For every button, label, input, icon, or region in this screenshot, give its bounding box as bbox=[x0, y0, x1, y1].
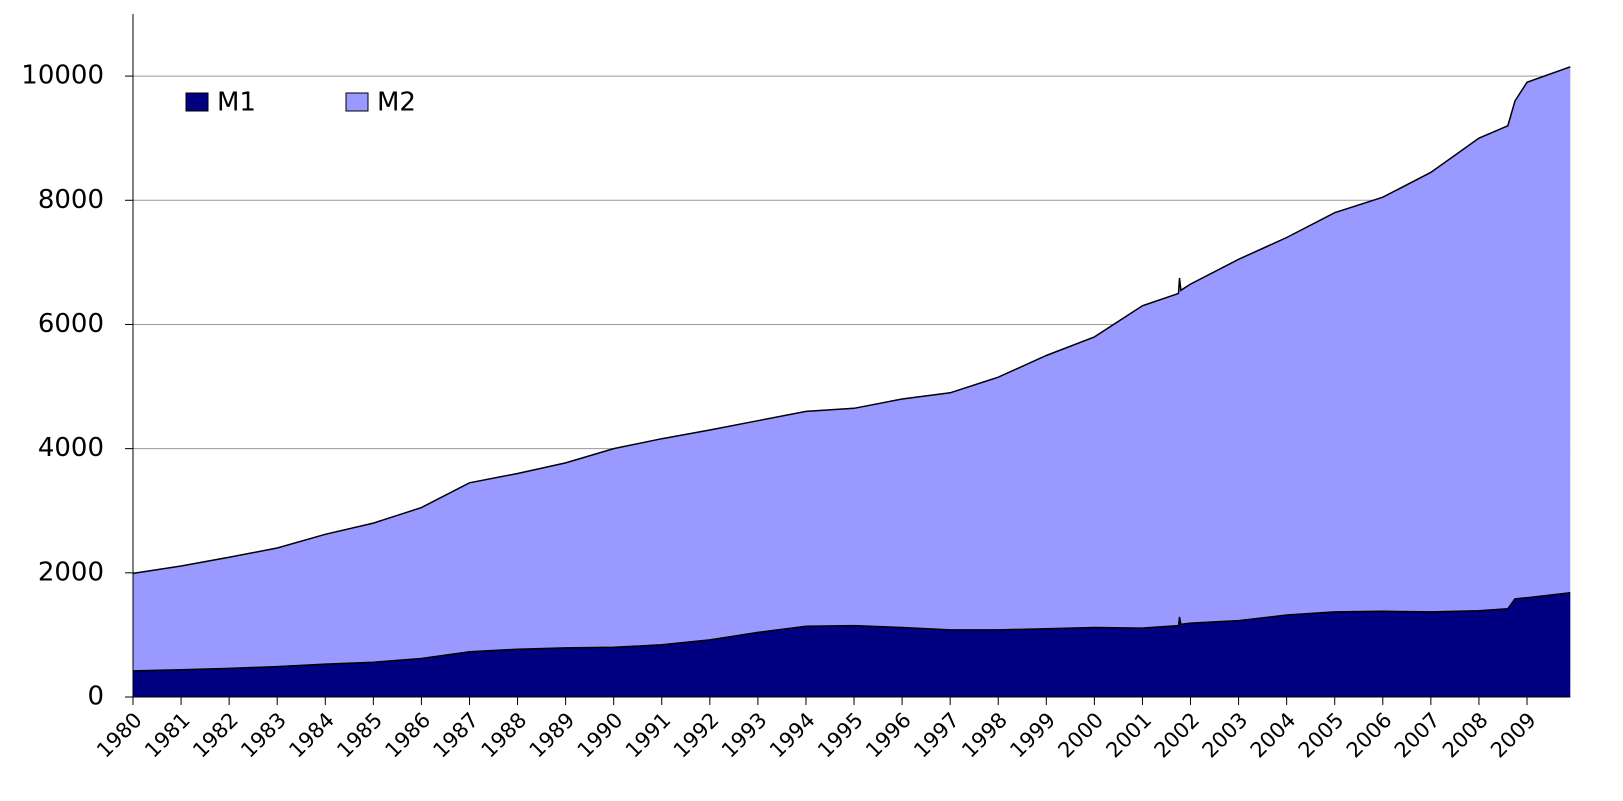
x-tick-label: 1991 bbox=[621, 708, 676, 763]
x-tick-label: 2006 bbox=[1342, 708, 1397, 763]
x-tick-label: 2009 bbox=[1486, 708, 1541, 763]
area-outline bbox=[132, 591, 1571, 672]
x-tick-label: 2003 bbox=[1198, 708, 1253, 763]
x-tick-label: 2000 bbox=[1053, 708, 1108, 763]
x-tick-label: 1995 bbox=[813, 708, 868, 763]
x-tick-label: 1992 bbox=[669, 708, 724, 763]
y-tick-label: 2000 bbox=[38, 557, 104, 587]
x-tick-label: 1996 bbox=[861, 708, 916, 763]
x-tick-label: 2001 bbox=[1101, 708, 1156, 763]
x-tick-label: 1983 bbox=[236, 708, 291, 763]
area bbox=[133, 66, 1571, 698]
x-tick-label: 1981 bbox=[140, 708, 195, 763]
y-tick-label: 4000 bbox=[38, 433, 104, 463]
x-tick-label: 1988 bbox=[477, 708, 532, 763]
legend-label: M2 bbox=[377, 88, 416, 118]
x-tick-label: 1994 bbox=[765, 708, 820, 763]
x-tick-label: 1993 bbox=[717, 708, 772, 763]
y-tick-label: 8000 bbox=[38, 185, 104, 215]
x-tick-label: 2008 bbox=[1438, 708, 1493, 763]
area-outline bbox=[132, 66, 1571, 575]
x-tick-label: 2007 bbox=[1390, 708, 1445, 763]
x-tick-label: 1998 bbox=[957, 708, 1012, 763]
y-tick-label: 6000 bbox=[38, 309, 104, 339]
x-tick-label: 1999 bbox=[1005, 708, 1060, 763]
legend-swatch bbox=[345, 92, 369, 112]
x-tick-label: 1980 bbox=[92, 708, 147, 763]
x-tick-label: 1987 bbox=[428, 708, 483, 763]
x-tick-label: 1984 bbox=[284, 708, 339, 763]
x-tick-label: 1986 bbox=[380, 708, 435, 763]
x-tick-label: 1997 bbox=[909, 708, 964, 763]
x-tick-label: 1990 bbox=[573, 708, 628, 763]
area bbox=[133, 592, 1571, 697]
x-tick-label: 2004 bbox=[1246, 708, 1301, 763]
x-tick-label: 1985 bbox=[332, 708, 387, 763]
x-tick-label: 2002 bbox=[1150, 708, 1205, 763]
x-tick-label: 2005 bbox=[1294, 708, 1349, 763]
legend-label: M1 bbox=[217, 88, 256, 118]
x-tick-label: 1989 bbox=[525, 708, 580, 763]
legend-swatch bbox=[185, 92, 209, 112]
y-tick-label: 0 bbox=[87, 682, 104, 712]
x-tick-label: 1982 bbox=[188, 708, 243, 763]
y-tick-label: 10000 bbox=[21, 61, 104, 91]
